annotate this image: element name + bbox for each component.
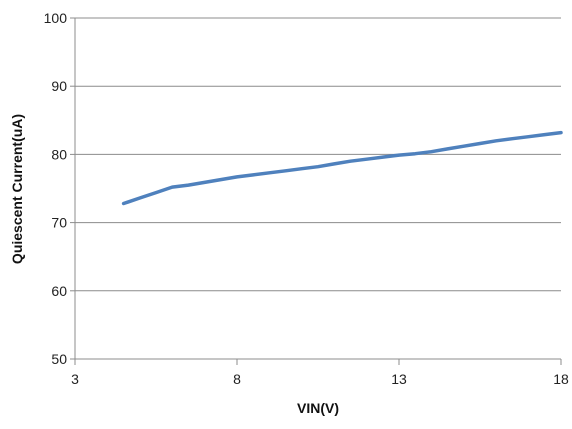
tick-labels: 50 60 70 80 90 100 3 8 13 18 [44, 10, 569, 387]
x-tick-label: 18 [553, 371, 569, 387]
y-tick-label: 50 [51, 351, 67, 367]
y-tick-label: 70 [51, 215, 67, 231]
x-axis-title: VIN(V) [297, 400, 339, 416]
series-layer [121, 130, 563, 206]
x-tick-label: 8 [233, 371, 241, 387]
axes [70, 17, 562, 365]
x-tick-label: 3 [71, 371, 79, 387]
x-tick-label: 13 [391, 371, 407, 387]
y-tick-label: 80 [51, 146, 67, 162]
gridlines [75, 17, 561, 292]
y-tick-label: 60 [51, 283, 67, 299]
y-axis-title: Quiescent Current(uA) [9, 114, 25, 264]
y-tick-label: 90 [51, 78, 67, 94]
y-tick-label: 100 [44, 10, 68, 26]
series-line [121, 130, 563, 206]
